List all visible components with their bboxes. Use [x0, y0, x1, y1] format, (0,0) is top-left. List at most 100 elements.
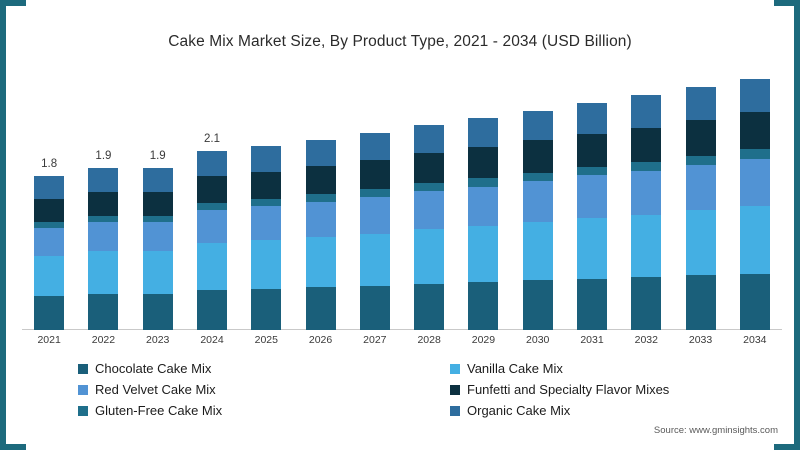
- bar-column: [468, 118, 499, 330]
- bar-segment: [88, 191, 119, 216]
- bar-segment: [305, 194, 336, 202]
- bar-segment: [34, 176, 65, 200]
- legend-item[interactable]: Red Velvet Cake Mix: [78, 382, 450, 397]
- bar-segment: [631, 127, 662, 162]
- x-tick-label: 2033: [688, 334, 713, 346]
- bar-segment: [685, 155, 716, 166]
- bar-segment: [88, 167, 119, 192]
- bar-segment: [251, 172, 282, 200]
- x-tick-label: 2026: [308, 334, 333, 346]
- bar-column: [631, 95, 662, 330]
- x-tick-label: 2029: [471, 334, 496, 346]
- legend-label: Funfetti and Specialty Flavor Mixes: [467, 382, 670, 397]
- bar-segment: [685, 119, 716, 156]
- frame-right-edge: [794, 0, 800, 450]
- bar-segment: [305, 201, 336, 237]
- x-tick-label: 2024: [200, 334, 224, 346]
- bar-segment: [88, 294, 119, 330]
- frame-corner-top-right: [774, 0, 800, 6]
- bar-column: [142, 167, 173, 330]
- bar-segment: [685, 275, 716, 330]
- bar-segment: [631, 214, 662, 278]
- bar-column: [359, 132, 390, 330]
- bar-segment: [359, 160, 390, 190]
- bar-column: [251, 145, 282, 330]
- bar-segment: [522, 181, 553, 223]
- legend-item[interactable]: Chocolate Cake Mix: [78, 361, 450, 376]
- legend-item[interactable]: Vanilla Cake Mix: [450, 361, 738, 376]
- bar-column: [305, 139, 336, 330]
- bar-segment: [251, 289, 282, 330]
- x-tick-label: 2034: [743, 334, 767, 346]
- bar-segment: [142, 221, 173, 252]
- bar-segment: [414, 229, 445, 284]
- x-tick-label: 2032: [634, 334, 658, 346]
- bar-segment: [739, 78, 770, 113]
- bar-column: [197, 150, 227, 330]
- legend-item[interactable]: Gluten-Free Cake Mix: [78, 403, 450, 418]
- legend-swatch-icon: [78, 363, 88, 374]
- x-axis-tick-labels: 2021 2022 2023 2024 2025 2026 2027 2028 2029 2030…: [22, 334, 782, 352]
- bar-segment: [685, 87, 716, 120]
- bar-segment: [197, 242, 227, 290]
- bar-segment: [414, 190, 445, 230]
- bar-segment: [34, 227, 65, 256]
- bar-segment: [468, 282, 499, 330]
- bar-segment: [34, 295, 65, 330]
- bar-segment: [577, 133, 607, 167]
- bar-segment: [685, 210, 716, 276]
- bar-column: [34, 176, 65, 330]
- bar-segment: [251, 206, 282, 241]
- x-tick-label: 2025: [254, 334, 278, 346]
- bar-segment: [739, 112, 770, 149]
- chart-legend: Chocolate Cake Mix Vanilla Cake Mix Red Ve…: [78, 358, 738, 421]
- bar-segment: [142, 191, 173, 216]
- x-tick-label: 2030: [526, 334, 550, 346]
- bar-column: [577, 102, 607, 330]
- legend-label: Vanilla Cake Mix: [467, 361, 563, 376]
- bar-segment: [522, 222, 553, 281]
- bar-segment: [88, 221, 119, 252]
- bar-value-label: 1.9: [149, 149, 166, 162]
- bar-segment: [522, 280, 553, 330]
- bar-segment: [739, 273, 770, 330]
- frame-corner-top-left: [0, 0, 26, 6]
- bar-segment: [359, 196, 390, 234]
- bar-segment: [251, 240, 282, 289]
- legend-label: Chocolate Cake Mix: [95, 361, 212, 376]
- bar-segment: [197, 176, 227, 203]
- bar-segment: [359, 132, 390, 161]
- legend-item[interactable]: Organic Cake Mix: [450, 403, 738, 418]
- bar-segment: [685, 165, 716, 211]
- x-tick-label: 2031: [580, 334, 604, 346]
- bar-segment: [34, 199, 65, 222]
- bar-segment: [88, 215, 119, 222]
- bar-segment: [359, 285, 390, 330]
- chart-title: Cake Mix Market Size, By Product Type, 2…: [168, 33, 632, 50]
- frame-left-edge: [0, 0, 6, 450]
- bar-segment: [142, 167, 173, 192]
- frame-corner-bottom-right: [774, 444, 800, 450]
- bar-segment: [197, 202, 227, 210]
- legend-swatch-icon: [78, 405, 88, 416]
- x-tick-label: 2028: [417, 334, 441, 346]
- bar-segment: [359, 233, 390, 286]
- bar-segment: [305, 236, 336, 288]
- bar-segment: [468, 147, 499, 178]
- bar-segment: [359, 189, 390, 197]
- legend-item[interactable]: Funfetti and Specialty Flavor Mixes: [450, 382, 738, 397]
- bar-segment: [197, 150, 227, 177]
- legend-swatch-icon: [450, 405, 460, 416]
- bar-segment: [414, 183, 445, 191]
- x-tick-label: 2027: [363, 334, 387, 346]
- bar-segment: [577, 218, 607, 279]
- bar-segment: [577, 278, 607, 330]
- legend-label: Organic Cake Mix: [467, 403, 571, 418]
- legend-label: Gluten-Free Cake Mix: [95, 403, 223, 418]
- source-note: Source: www.gminsights.com: [653, 425, 778, 436]
- legend-swatch-icon: [450, 384, 460, 395]
- bar-segment: [305, 287, 336, 330]
- bar-segment: [631, 277, 662, 330]
- bar-segment: [197, 209, 227, 243]
